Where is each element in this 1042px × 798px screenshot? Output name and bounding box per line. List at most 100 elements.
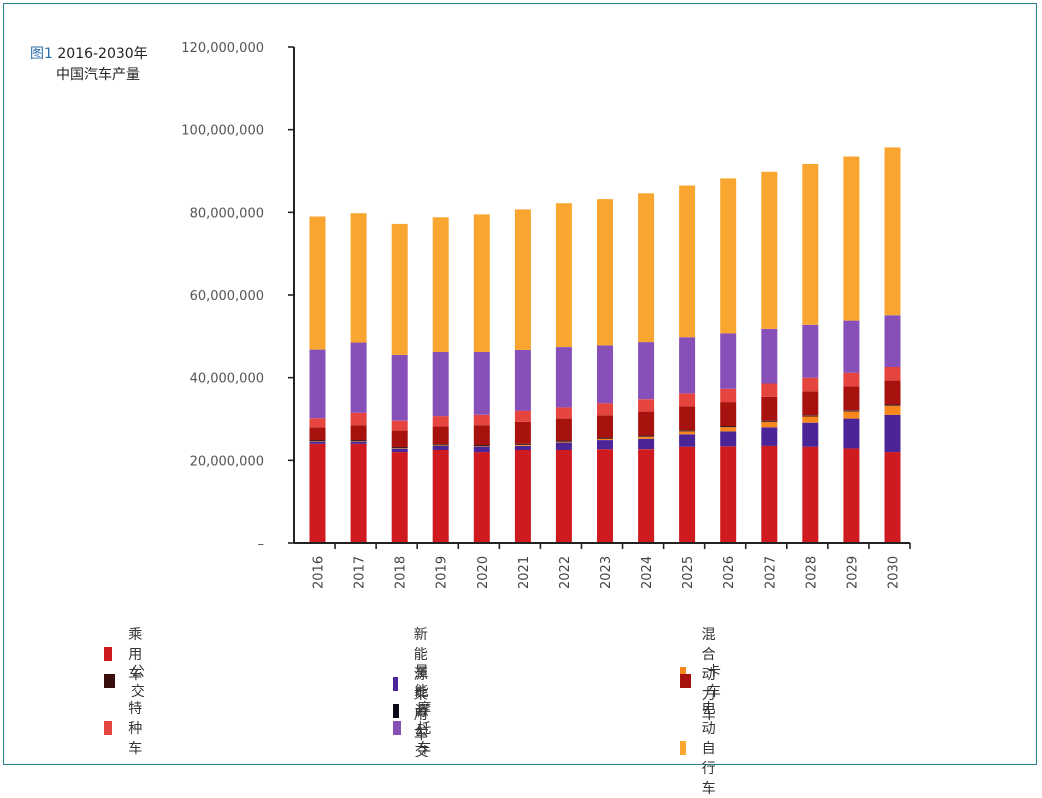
bar-segment-2016-6 <box>310 418 326 427</box>
bar-segment-2020-3 <box>474 446 490 447</box>
legend-label: 电动自行车 <box>702 698 726 798</box>
y-tick-label: 100,000,000 <box>181 124 264 139</box>
bar-segment-2016-3 <box>310 441 326 442</box>
x-tick-label: 2023 <box>599 556 614 589</box>
bar-segment-2026-7 <box>720 333 736 388</box>
legend-item: 公交 <box>104 661 150 701</box>
bar-segment-2028-7 <box>802 325 818 378</box>
bar-segment-2023-5 <box>597 415 613 437</box>
legend-label: 摩托车 <box>417 698 439 758</box>
bar-segment-2029-7 <box>843 321 859 373</box>
bar-segment-2021-1 <box>515 446 531 450</box>
bar-segment-2022-7 <box>556 347 572 407</box>
bar-segment-2029-2 <box>843 412 859 419</box>
bar-segment-2017-7 <box>351 343 367 413</box>
bar-segment-2022-3 <box>556 441 572 442</box>
bar-segment-2028-0 <box>802 447 818 543</box>
bar-segment-2023-1 <box>597 440 613 449</box>
bar-segment-2020-0 <box>474 452 490 543</box>
bar-segment-2027-2 <box>761 422 777 427</box>
bar-segment-2027-0 <box>761 446 777 543</box>
bar-segment-2021-2 <box>515 445 531 446</box>
bar-segment-2026-8 <box>720 178 736 333</box>
bar-segment-2027-6 <box>761 384 777 397</box>
x-tick-label: 2028 <box>804 556 819 589</box>
bar-segment-2030-3 <box>885 405 901 406</box>
legend-swatch <box>104 647 112 661</box>
x-tick-label: 2017 <box>353 556 368 589</box>
bar-segment-2021-8 <box>515 209 531 350</box>
bar-segment-2019-1 <box>433 446 449 450</box>
legend-item: 电动自行车 <box>680 698 726 798</box>
bar-segment-2020-7 <box>474 352 490 415</box>
bar-segment-2028-2 <box>802 417 818 423</box>
bar-segment-2030-0 <box>885 452 901 543</box>
bar-segment-2027-8 <box>761 172 777 329</box>
bar-segment-2029-6 <box>843 373 859 387</box>
bar-segment-2021-5 <box>515 422 531 444</box>
bar-segment-2021-7 <box>515 350 531 411</box>
bar-segment-2021-6 <box>515 411 531 422</box>
bar-segment-2023-3 <box>597 438 613 439</box>
bar-segment-2018-1 <box>392 449 408 452</box>
bar-segment-2017-1 <box>351 442 367 444</box>
bar-segment-2023-8 <box>597 199 613 345</box>
bar-segment-2016-7 <box>310 350 326 419</box>
bar-segment-2027-1 <box>761 427 777 446</box>
bar-segment-2028-5 <box>802 391 818 415</box>
x-tick-label: 2030 <box>886 556 901 589</box>
bar-segment-2022-0 <box>556 450 572 543</box>
legend-label: 特种车 <box>128 698 150 758</box>
bar-segment-2025-2 <box>679 431 695 434</box>
legend-swatch <box>104 674 115 688</box>
bar-segment-2025-7 <box>679 337 695 393</box>
bar-segment-2024-0 <box>638 449 654 543</box>
y-tick-label: 60,000,000 <box>190 289 264 304</box>
bar-segment-2024-5 <box>638 412 654 436</box>
legend-swatch <box>680 674 691 688</box>
bar-segment-2028-1 <box>802 423 818 447</box>
x-tick-label: 2026 <box>722 556 737 589</box>
bar-segment-2025-6 <box>679 393 695 406</box>
bar-segment-2025-5 <box>679 406 695 430</box>
bar-segment-2016-8 <box>310 217 326 350</box>
bar-segment-2028-8 <box>802 164 818 325</box>
legend-swatch <box>393 721 401 735</box>
legend-item: 摩托车 <box>393 698 439 758</box>
x-tick-label: 2024 <box>640 556 655 589</box>
bar-segment-2019-3 <box>433 445 449 446</box>
bar-segment-2025-0 <box>679 447 695 543</box>
bar-segment-2030-8 <box>885 147 901 315</box>
x-tick-label: 2029 <box>845 556 860 589</box>
bar-segment-2026-2 <box>720 427 736 431</box>
x-tick-label: 2020 <box>476 556 491 589</box>
bar-segment-2030-2 <box>885 406 901 415</box>
bar-segment-2025-1 <box>679 434 695 446</box>
x-tick-label: 2027 <box>763 556 778 589</box>
legend-swatch <box>104 721 112 735</box>
bar-segment-2029-0 <box>843 448 859 543</box>
bar-segment-2030-6 <box>885 367 901 381</box>
bar-segment-2030-5 <box>885 381 901 405</box>
bar-segment-2028-6 <box>802 378 818 392</box>
bar-segment-2022-6 <box>556 407 572 418</box>
bar-segment-2017-6 <box>351 413 367 425</box>
bar-segment-2019-6 <box>433 416 449 426</box>
legend-item: 特种车 <box>104 698 150 758</box>
bar-segment-2024-8 <box>638 193 654 342</box>
bar-segment-2030-1 <box>885 415 901 452</box>
bar-segment-2018-3 <box>392 448 408 449</box>
y-tick-label: 40,000,000 <box>190 372 264 387</box>
y-tick-label: – <box>258 537 265 552</box>
bar-segment-2029-3 <box>843 411 859 412</box>
bar-segment-2022-5 <box>556 419 572 441</box>
bar-segment-2018-0 <box>392 452 408 543</box>
bar-segment-2020-8 <box>474 214 490 352</box>
bar-segment-2026-3 <box>720 426 736 427</box>
bar-segment-2019-7 <box>433 352 449 416</box>
bar-segment-2029-8 <box>843 157 859 321</box>
bar-segment-2018-6 <box>392 421 408 431</box>
bar-segment-2029-1 <box>843 419 859 449</box>
